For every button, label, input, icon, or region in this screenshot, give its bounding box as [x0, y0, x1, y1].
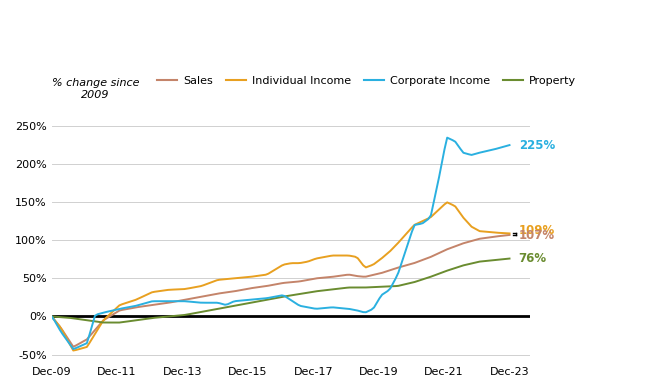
Text: 109%: 109% — [518, 224, 555, 237]
Text: 107%: 107% — [518, 229, 555, 242]
Text: % change since
2009: % change since 2009 — [52, 78, 139, 100]
Legend: Sales, Individual Income, Corporate Income, Property: Sales, Individual Income, Corporate Inco… — [153, 71, 580, 90]
Text: 76%: 76% — [518, 252, 547, 265]
Text: 225%: 225% — [518, 139, 555, 152]
